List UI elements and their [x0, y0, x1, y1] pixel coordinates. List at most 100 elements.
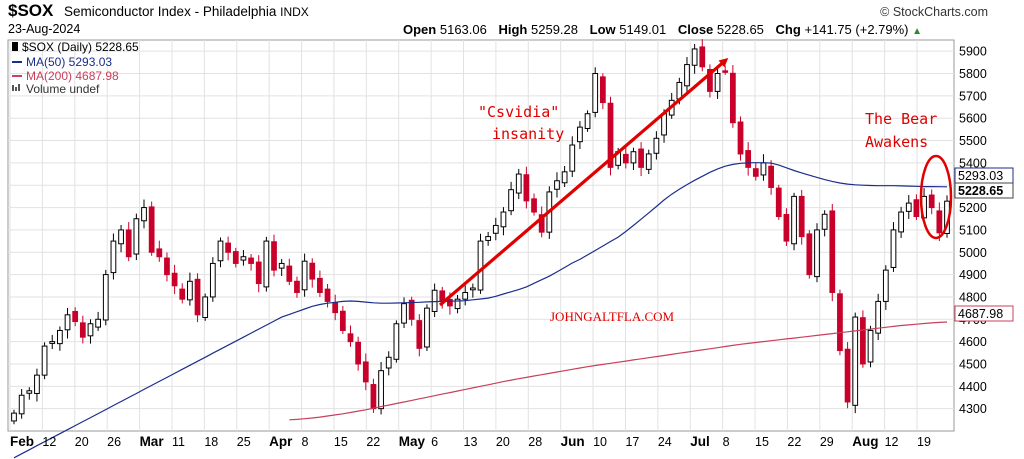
candle-body — [271, 241, 277, 271]
index-name-text: Semiconductor Index - Philadelphia — [64, 4, 277, 19]
x-tick-label: 22 — [366, 435, 380, 449]
candle-body — [49, 341, 56, 344]
candle-body — [699, 46, 706, 68]
x-tick-label: 28 — [528, 435, 542, 449]
y-tick-label: 5500 — [959, 134, 987, 148]
candle-body — [393, 323, 400, 360]
x-tick-label: 12 — [885, 435, 899, 449]
candle-body — [378, 370, 384, 410]
candle-body — [79, 322, 86, 338]
candle-body — [324, 288, 331, 302]
y-tick-label: 5700 — [959, 89, 987, 103]
candle-body — [355, 341, 362, 365]
candle-body — [791, 195, 797, 245]
chg-value: +141.75 (+2.79%) — [804, 22, 909, 37]
open-label: Open — [403, 22, 437, 37]
candle-body — [171, 272, 178, 287]
y-tick-label: 5400 — [959, 156, 987, 170]
candle-body — [508, 189, 514, 212]
candle-body — [87, 323, 94, 337]
chart-date: 23-Aug-2024 — [8, 22, 81, 36]
candle-body — [194, 278, 201, 316]
candle-body — [531, 198, 537, 213]
csvidia-annotation-line2: insanity — [492, 125, 564, 143]
candle-body — [538, 214, 545, 233]
ohlc-readout: Open 5163.06 High 5259.28 Low 5149.01 Cl… — [403, 22, 922, 37]
candle-body — [133, 218, 140, 255]
candle-body — [416, 320, 423, 349]
candle-body — [118, 229, 124, 245]
trend-arrow — [438, 58, 729, 307]
candle-body — [148, 206, 155, 253]
candle-body — [523, 174, 530, 202]
x-tick-label: 10 — [593, 435, 607, 449]
y-tick-label: 4400 — [959, 380, 987, 394]
ma200-price-tag-box — [954, 305, 1014, 322]
low-value: 5149.01 — [619, 22, 667, 37]
candle-body — [584, 113, 591, 129]
candle-body — [294, 280, 300, 293]
candle-body — [110, 240, 117, 274]
high-value: 5259.28 — [531, 22, 578, 37]
candle-body — [95, 318, 101, 328]
ma200-price-tag: 4687.98 — [954, 305, 1014, 322]
x-tick-label: Jul — [690, 434, 710, 449]
candle-body — [913, 199, 920, 218]
candle-body — [301, 260, 308, 291]
candle-body — [707, 68, 713, 92]
candle-body — [240, 256, 247, 261]
candle-body — [577, 126, 583, 143]
y-tick-label: 5200 — [959, 201, 987, 215]
candle-body — [852, 316, 859, 406]
candle-body — [225, 242, 232, 253]
candle-body — [622, 153, 629, 164]
candle-body — [339, 310, 346, 331]
candle-body — [936, 210, 943, 234]
bear-annotation-line2: Awakens — [865, 133, 928, 151]
x-tick-label: Mar — [140, 434, 165, 449]
high-label: High — [498, 22, 528, 37]
candle-body — [630, 151, 637, 164]
x-tick-label: 24 — [658, 435, 672, 449]
y-tick-label: 4500 — [959, 357, 987, 371]
x-tick-label: 11 — [172, 435, 185, 449]
candle-body — [882, 269, 889, 302]
legend-ma50: MA(50) 5293.03 — [26, 55, 112, 69]
stockcharts-brand[interactable]: © StockCharts.com — [880, 5, 988, 19]
y-tick-label: 4600 — [959, 335, 987, 349]
candle-body — [500, 211, 507, 228]
candle-body — [867, 329, 874, 363]
candle-body — [408, 299, 415, 320]
chart-legend: $SOX (Daily) 5228.65 MA(50) 5293.03 MA(2… — [12, 40, 139, 96]
candle-body — [179, 288, 186, 300]
candle-body — [255, 261, 262, 285]
candle-body — [362, 361, 369, 383]
candle-body — [638, 148, 644, 168]
x-tick-label: 29 — [820, 435, 834, 449]
candle-body — [424, 307, 430, 348]
x-tick-label: 15 — [334, 435, 348, 449]
candle-body — [661, 113, 667, 136]
candle-body — [645, 153, 652, 170]
y-tick-label: 5100 — [959, 223, 987, 237]
x-tick-label: 20 — [496, 435, 510, 449]
ma50-line — [13, 162, 948, 459]
candle-body — [431, 289, 438, 312]
y-tick-label: 5600 — [959, 112, 987, 126]
x-axis: Feb 12 20 26 Mar 11 18 25 Apr 8 15 22 May 6 13 20 28 Jun 1… — [10, 434, 931, 449]
candle-body — [64, 314, 71, 331]
ma200-line — [289, 321, 948, 421]
candle-body — [187, 280, 193, 301]
candle-body — [798, 195, 805, 238]
candle-body — [385, 356, 392, 369]
candle-body — [691, 48, 698, 66]
candle-body — [72, 310, 79, 323]
candle-body — [11, 412, 17, 422]
x-tick-label: 15 — [755, 435, 769, 449]
candle-body — [760, 162, 767, 176]
y-tick-label: 4900 — [959, 268, 987, 282]
candle-body — [102, 274, 109, 321]
candle-body — [928, 194, 935, 209]
candle-body — [263, 240, 270, 288]
